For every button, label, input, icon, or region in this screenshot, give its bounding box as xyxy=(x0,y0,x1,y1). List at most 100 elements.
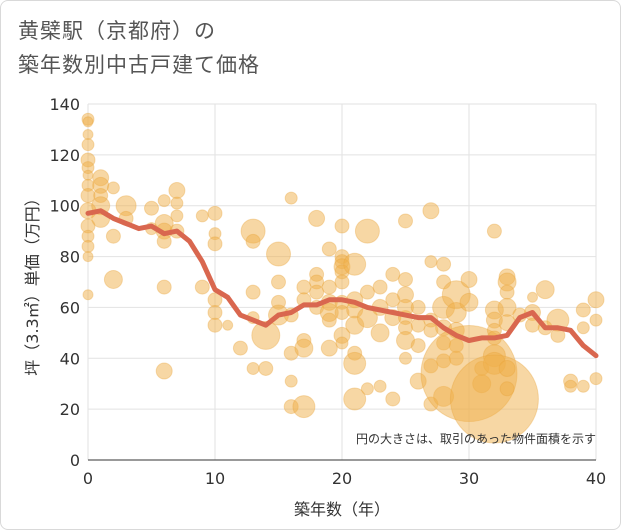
bubble-point xyxy=(499,381,515,397)
bubble-point xyxy=(527,291,538,303)
bubble-point xyxy=(499,284,515,300)
y-tick-label: 80 xyxy=(60,248,80,267)
bubble-point xyxy=(385,266,401,282)
bubble-point xyxy=(103,269,123,289)
bubble-point xyxy=(144,200,159,216)
bubble-point xyxy=(294,338,314,358)
bubble-point xyxy=(81,239,95,253)
bubble-point xyxy=(373,379,387,393)
bubble-point xyxy=(535,280,555,300)
size-note: 円の大きさは、取引のあった物件面積を示す xyxy=(356,431,596,446)
bubble-point xyxy=(245,284,261,300)
bubble-point xyxy=(321,279,337,295)
tick-labels: 0 10 20 30 40 0 20 40 60 80 100 120 140 xyxy=(49,95,606,488)
bubble-point xyxy=(564,379,578,393)
bubble-point xyxy=(296,279,312,295)
bubble-point xyxy=(157,194,171,208)
bubble-point xyxy=(422,202,440,220)
bubble-point xyxy=(576,321,590,335)
bubble-point xyxy=(284,374,298,388)
bubble-point xyxy=(207,205,223,221)
bubble-point xyxy=(372,279,388,295)
bubble-point xyxy=(459,292,479,312)
trend-line-layer xyxy=(85,208,599,359)
bubble-point xyxy=(587,291,605,309)
bubble-point xyxy=(321,241,337,257)
bubble-point xyxy=(309,284,325,300)
bubble-point xyxy=(360,382,374,396)
bubble-point xyxy=(335,336,349,350)
bubble-point xyxy=(370,323,390,343)
bubble-point xyxy=(207,305,223,321)
bubble-point xyxy=(168,181,186,199)
bubble-point xyxy=(155,362,173,380)
bubble-point xyxy=(343,252,367,276)
bubble-point xyxy=(82,116,94,128)
bubble-point xyxy=(575,302,591,318)
chart-title-line-2: 築年数別中古戸建て価格 xyxy=(18,53,260,77)
bubble-point xyxy=(81,138,95,152)
bubble-point xyxy=(385,391,401,407)
x-tick-label: 30 xyxy=(459,469,479,488)
bubble-point xyxy=(105,228,121,244)
y-axis-label: 坪（3.3㎡）単価（万円） xyxy=(23,190,42,375)
bubble-point xyxy=(460,270,478,288)
bubble-point xyxy=(343,387,367,411)
bubble-point xyxy=(334,274,350,290)
bubble-point xyxy=(284,191,298,205)
bubble-point xyxy=(589,372,603,386)
bubble-point xyxy=(334,218,350,234)
bubble-point xyxy=(410,338,426,354)
y-tick-label: 60 xyxy=(60,298,80,317)
bubble-point xyxy=(82,169,94,181)
bubble-point xyxy=(321,312,337,328)
chart-title: 黄檗駅（京都府）の 築年数別中古戸建て価格 xyxy=(18,14,260,82)
bubble-point xyxy=(410,317,426,333)
bubble-point xyxy=(195,209,209,223)
bubble-point xyxy=(207,236,223,252)
bubble-point xyxy=(292,395,316,419)
x-tick-label: 40 xyxy=(586,469,606,488)
bubble-point xyxy=(320,339,338,357)
x-axis-label: 築年数（年） xyxy=(294,500,390,519)
bubble-point xyxy=(106,181,120,195)
bubble-point xyxy=(354,218,380,244)
y-tick-label: 140 xyxy=(49,95,80,114)
bubble-point xyxy=(82,129,94,141)
bubble-point xyxy=(258,360,274,376)
bubble-point xyxy=(232,340,248,356)
bubble-point xyxy=(207,317,223,333)
bubble-point xyxy=(589,313,603,327)
bubble-layer xyxy=(79,112,605,444)
y-tick-label: 0 xyxy=(70,451,80,470)
y-tick-label: 40 xyxy=(60,349,80,368)
bubble-point xyxy=(246,361,260,375)
bubble-point xyxy=(424,255,438,269)
x-tick-label: 10 xyxy=(205,469,225,488)
bubble-point xyxy=(222,319,234,331)
y-tick-label: 20 xyxy=(60,400,80,419)
bubble-point xyxy=(398,271,413,287)
bubble-point xyxy=(266,241,291,267)
bubble-point xyxy=(576,379,590,393)
bubble-point xyxy=(343,351,367,375)
trend-line xyxy=(85,208,599,359)
bubble-point xyxy=(436,256,452,272)
bubble-point xyxy=(251,320,281,350)
bubble-point xyxy=(170,209,184,223)
chart-title-line-1: 黄檗駅（京都府）の xyxy=(18,19,216,43)
bubble-point xyxy=(359,284,375,300)
y-tick-label: 100 xyxy=(49,197,80,216)
bubble-point xyxy=(82,251,94,263)
bubble-point xyxy=(170,196,184,210)
bubble-point xyxy=(194,279,210,295)
bubble-point xyxy=(156,279,172,295)
bubble-point xyxy=(399,351,412,365)
bubble-point xyxy=(82,289,94,301)
bubble-point xyxy=(271,274,286,290)
y-tick-label: 120 xyxy=(49,146,80,165)
bubble-point xyxy=(486,223,502,239)
bubble-point xyxy=(410,299,426,315)
